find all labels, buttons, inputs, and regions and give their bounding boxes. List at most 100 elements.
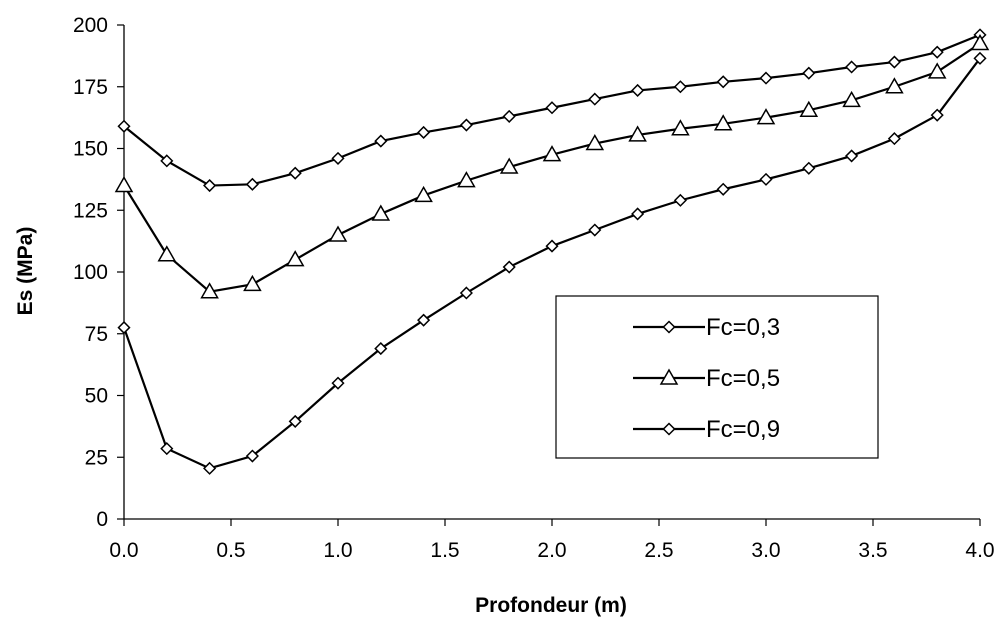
data-point [759, 172, 773, 186]
data-point [160, 442, 174, 456]
data-point [117, 321, 131, 335]
data-point [288, 166, 302, 180]
data-point [502, 109, 516, 123]
legend-box [555, 295, 879, 459]
y-tick-label: 150 [73, 138, 108, 161]
data-point [887, 55, 901, 69]
data-point [671, 119, 690, 136]
data-point [328, 225, 348, 242]
data-point [502, 260, 516, 274]
data-point [588, 92, 602, 106]
data-point [673, 193, 687, 207]
data-point [930, 45, 944, 59]
x-tick-label: 3.0 [751, 539, 780, 562]
data-point [545, 101, 559, 115]
data-point [631, 83, 645, 98]
legend-entry: Fc=0,3 [633, 314, 780, 341]
data-point [716, 75, 730, 89]
data-point [631, 207, 645, 221]
legend-marker [659, 368, 679, 385]
data-point [285, 250, 305, 267]
data-point [756, 108, 776, 125]
data-point [542, 145, 562, 162]
legend: Fc=0,3 Fc=0,5 Fc=0,9 [555, 295, 879, 459]
data-point [245, 449, 259, 463]
data-point [288, 414, 302, 428]
data-point [117, 119, 131, 133]
y-tick-label: 175 [73, 76, 108, 99]
data-point [759, 71, 773, 85]
data-point [157, 245, 177, 262]
data-point [417, 313, 431, 327]
y-axis-title: Es (MPa) [14, 227, 37, 316]
data-point [845, 149, 859, 163]
series-1 [117, 28, 987, 193]
data-point [799, 100, 819, 117]
y-tick-label: 100 [73, 261, 108, 284]
x-tick-label: 2.5 [644, 539, 673, 562]
legend-marker [662, 320, 676, 334]
data-point [457, 171, 476, 188]
data-point [331, 376, 345, 390]
series-layer [114, 28, 990, 475]
y-tick-label: 0 [96, 508, 108, 531]
data-point [203, 178, 217, 193]
series-3 [117, 51, 987, 475]
x-tick-label: 2.0 [537, 539, 566, 562]
legend-entry: Fc=0,9 [633, 416, 780, 443]
data-point [499, 157, 519, 174]
data-point [245, 177, 259, 191]
data-point [459, 118, 473, 132]
data-point [842, 90, 861, 108]
data-point [673, 80, 687, 94]
data-point [927, 62, 947, 79]
data-point [588, 223, 602, 237]
legend-label: Fc=0,3 [706, 314, 780, 341]
data-point [371, 204, 391, 221]
data-point [114, 176, 134, 193]
data-point [845, 60, 859, 74]
data-point [545, 239, 559, 253]
data-point [200, 282, 219, 299]
data-point [160, 154, 174, 168]
series-2 [114, 34, 990, 299]
data-point [585, 134, 605, 151]
y-tick-label: 75 [85, 323, 108, 346]
data-point [930, 108, 944, 122]
x-tick-label: 0.0 [109, 539, 138, 562]
x-tick-label: 1.5 [430, 539, 459, 562]
data-point [628, 125, 647, 142]
legend-label: Fc=0,9 [706, 416, 780, 443]
y-tick-label: 25 [85, 446, 108, 469]
y-tick-label: 125 [73, 199, 108, 222]
series-line [123, 42, 981, 293]
data-point [414, 185, 433, 203]
data-point [887, 132, 901, 146]
data-point [802, 66, 816, 80]
data-point [203, 461, 217, 475]
data-point [243, 274, 262, 292]
data-point [459, 286, 473, 300]
x-tick-label: 1.0 [323, 539, 352, 562]
data-point [885, 77, 904, 94]
x-tick-label: 4.0 [965, 539, 994, 562]
y-tick-label: 50 [85, 385, 108, 408]
legend-label: Fc=0,5 [706, 365, 780, 392]
data-point [331, 151, 345, 165]
data-point [374, 342, 388, 356]
legend-marker [662, 422, 676, 436]
x-tick-label: 3.5 [858, 539, 887, 562]
y-tick-label: 200 [73, 14, 108, 37]
data-point [417, 125, 431, 140]
data-point [973, 51, 987, 65]
data-point [802, 161, 816, 175]
legend-entry: Fc=0,5 [633, 365, 780, 392]
data-point [713, 114, 733, 131]
data-point [374, 134, 388, 148]
x-axis-title: Profondeur (m) [475, 594, 627, 617]
data-point [716, 182, 730, 196]
data-point [970, 34, 990, 51]
axes: 0 25 50 75 100 125 150 175 200 0.0 0.5 1.0 1.5 2.0 2.5… [73, 14, 995, 562]
